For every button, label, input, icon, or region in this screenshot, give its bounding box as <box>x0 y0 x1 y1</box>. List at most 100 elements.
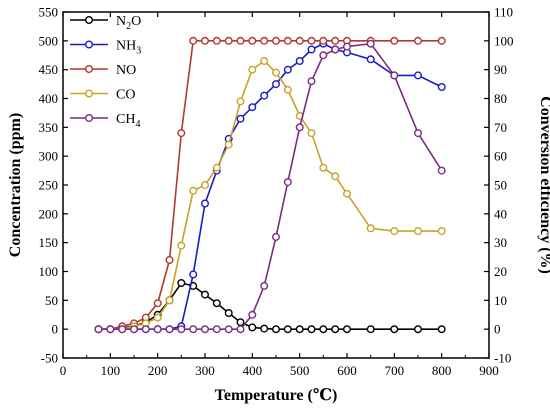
axes-layer: 0 100 200 300 400 500 600 700 800 900-50050100150… <box>39 5 514 379</box>
y-tick-label: 250 <box>39 178 59 193</box>
data-point <box>129 325 138 334</box>
legend-label-tail: O <box>131 14 141 29</box>
y2-tick-label: 50 <box>494 178 507 193</box>
y-tick-label: 500 <box>39 33 59 48</box>
data-point <box>390 36 399 45</box>
data-point <box>319 36 328 45</box>
data-point <box>224 325 233 334</box>
data-point <box>295 57 304 66</box>
data-point <box>212 325 221 334</box>
data-point <box>437 325 446 334</box>
data-point <box>141 325 150 334</box>
legend-entry-ch4: CH4 <box>70 112 140 130</box>
data-point <box>331 36 340 45</box>
x-tick-label: 500 <box>290 363 310 378</box>
data-point <box>260 36 269 45</box>
data-point <box>390 325 399 334</box>
data-point <box>165 296 174 305</box>
y-tick-label: 450 <box>39 62 59 77</box>
series-no <box>94 36 446 334</box>
data-point <box>331 45 340 54</box>
legend-label-main: CH <box>116 112 135 127</box>
data-point <box>106 325 115 334</box>
y-axis-title: Concentration (ppm) <box>7 113 24 257</box>
data-point <box>189 186 198 195</box>
data-point <box>307 36 316 45</box>
x-tick-label: 100 <box>101 363 121 378</box>
data-point <box>189 325 198 334</box>
y2-tick-label: 110 <box>494 5 513 20</box>
data-point <box>224 140 233 149</box>
data-point <box>248 36 257 45</box>
data-point <box>177 241 186 250</box>
series-line <box>98 282 442 331</box>
data-point <box>200 325 209 334</box>
data-point <box>437 227 446 236</box>
x-tick-label: 0 <box>60 363 67 378</box>
legend-label-main: CO <box>116 88 135 103</box>
data-point <box>248 323 257 332</box>
legend-label-main: NH <box>116 39 136 54</box>
legend-label: N2O <box>116 14 141 32</box>
data-point <box>366 325 375 334</box>
data-point <box>165 325 174 334</box>
data-point <box>366 39 375 48</box>
series-line <box>98 42 443 331</box>
data-point <box>390 227 399 236</box>
y2-axis-title: Conversion efficiency (%) <box>537 96 550 274</box>
legend-label-subscript: 4 <box>135 119 140 130</box>
data-point <box>260 91 269 100</box>
legend-marker <box>84 64 93 73</box>
x-tick-label: 300 <box>195 363 215 378</box>
data-point <box>189 270 198 279</box>
data-point <box>189 36 198 45</box>
data-point <box>437 166 446 175</box>
legend-marker <box>84 89 93 98</box>
legend-entry-n2o: N2O <box>70 14 141 32</box>
data-point <box>260 324 269 333</box>
data-point <box>272 36 281 45</box>
data-point <box>331 172 340 181</box>
legend-label-subscript: 3 <box>136 46 141 57</box>
data-point <box>283 36 292 45</box>
data-point <box>200 180 209 189</box>
y2-tick-label: 20 <box>494 264 507 279</box>
data-point <box>236 36 245 45</box>
legend-marker <box>84 113 93 122</box>
data-point <box>260 281 269 290</box>
y-tick-label: 100 <box>39 264 59 279</box>
data-point <box>414 227 423 236</box>
data-point <box>94 325 103 334</box>
y-tick-label: 400 <box>39 91 59 106</box>
data-point <box>165 256 174 265</box>
y2-tick-label: 100 <box>494 33 514 48</box>
data-point <box>295 36 304 45</box>
data-point <box>236 318 245 327</box>
legend-label: NH3 <box>116 39 141 57</box>
data-point <box>272 325 281 334</box>
data-point <box>283 85 292 94</box>
data-point <box>177 325 186 334</box>
data-point <box>343 42 352 51</box>
data-point <box>153 325 162 334</box>
data-point <box>343 325 352 334</box>
data-point <box>366 55 375 64</box>
data-point <box>272 68 281 77</box>
legend-entry-nh3: NH3 <box>70 39 141 57</box>
series-nh3 <box>94 39 446 334</box>
data-point <box>307 129 316 138</box>
y-tick-label: 0 <box>52 322 59 337</box>
data-point <box>331 325 340 334</box>
data-point <box>319 51 328 60</box>
data-point <box>224 309 233 318</box>
y-tick-label: 150 <box>39 235 59 250</box>
series-line <box>98 39 442 331</box>
data-point <box>248 65 257 74</box>
data-point <box>366 224 375 233</box>
legend-label-subscript: 2 <box>126 21 131 32</box>
data-point <box>236 114 245 123</box>
data-point <box>295 325 304 334</box>
data-point <box>236 97 245 106</box>
data-point <box>437 36 446 45</box>
